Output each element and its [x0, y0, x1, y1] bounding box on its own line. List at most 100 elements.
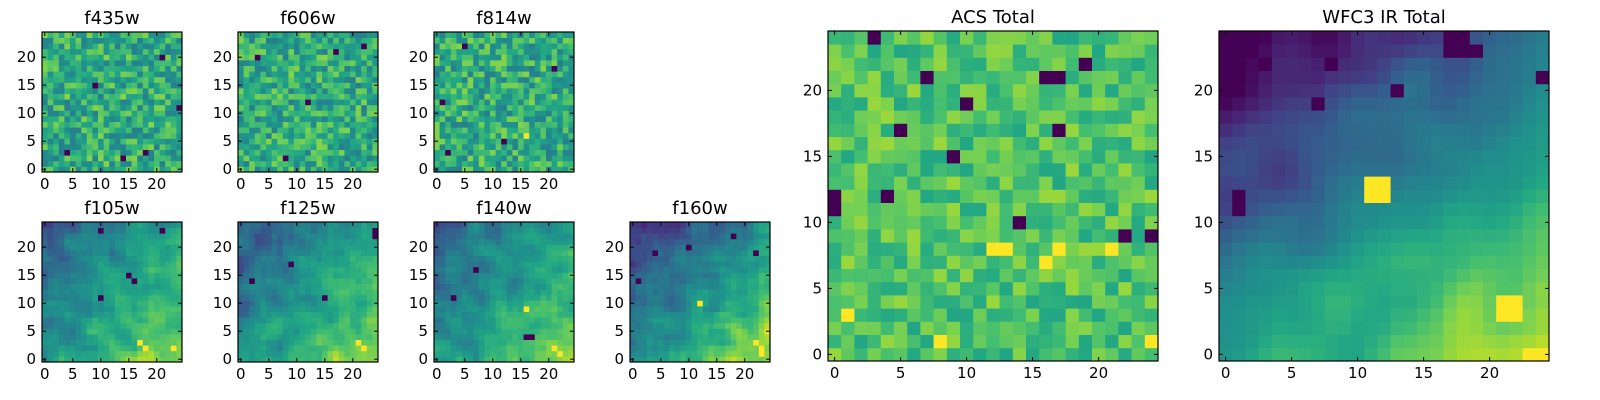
heatmap-cell	[305, 138, 312, 145]
heatmap-cell	[546, 37, 552, 44]
heatmap-cell	[568, 350, 575, 357]
heatmap-cell	[86, 104, 93, 111]
heatmap-cell	[691, 328, 698, 335]
heatmap-cell	[310, 334, 317, 340]
heatmap-cell	[894, 215, 908, 230]
heatmap-cell	[372, 71, 379, 78]
heatmap-cell	[170, 99, 177, 106]
heatmap-cell	[176, 227, 183, 234]
heatmap-cell	[462, 238, 468, 245]
heatmap-cell	[316, 334, 323, 340]
heatmap-cell	[70, 300, 76, 307]
heatmap-cell	[81, 110, 88, 117]
heatmap-cell	[946, 334, 961, 349]
heatmap-cell	[630, 311, 636, 318]
heatmap-cell	[142, 76, 149, 83]
heatmap-cell	[540, 93, 547, 100]
heatmap-cell	[445, 60, 452, 66]
heatmap-cell	[747, 300, 754, 307]
heatmap-cell	[137, 54, 144, 61]
heatmap-cell	[58, 289, 65, 296]
heatmap-cell	[316, 149, 323, 156]
heatmap-cell	[142, 272, 149, 279]
heatmap-cell	[131, 238, 138, 245]
heatmap-cell	[490, 116, 496, 122]
heatmap-cell	[333, 155, 340, 162]
heatmap-cell	[1144, 295, 1159, 309]
heatmap-cell	[506, 238, 513, 245]
heatmap-cell	[159, 294, 166, 301]
heatmap-cell	[551, 149, 558, 156]
heatmap-cell	[176, 65, 183, 72]
heatmap-cell	[338, 99, 345, 106]
heatmap-cell	[366, 222, 373, 228]
heatmap-cell	[473, 222, 480, 228]
heatmap-cell	[114, 144, 121, 150]
heatmap-cell	[327, 54, 334, 61]
heatmap-cell	[518, 238, 524, 245]
heatmap-cell	[467, 328, 474, 335]
heatmap-cell	[456, 60, 463, 66]
heatmap-cell	[490, 300, 496, 307]
heatmap-cell	[316, 104, 323, 111]
heatmap-cell	[484, 144, 491, 150]
heatmap-cell	[254, 93, 261, 100]
heatmap-cell	[512, 255, 519, 262]
heatmap-cell	[131, 116, 138, 122]
heatmap-cell	[907, 215, 921, 230]
heatmap-cell	[344, 222, 351, 228]
heatmap-cell	[562, 166, 569, 173]
heatmap-cell	[86, 255, 93, 262]
heatmap-cell	[719, 222, 726, 228]
heatmap-cell	[131, 266, 138, 273]
heatmap-cell	[658, 306, 664, 312]
heatmap-cell	[249, 317, 256, 324]
heatmap-cell	[518, 250, 524, 256]
heatmap-cell	[249, 60, 256, 66]
heatmap-cell	[64, 244, 71, 251]
heatmap-cell	[641, 278, 648, 284]
heatmap-cell	[103, 238, 110, 245]
heatmap-cell	[282, 116, 289, 122]
heatmap-cell	[86, 132, 93, 139]
heatmap-cell	[523, 345, 530, 352]
heatmap-cell	[669, 345, 676, 352]
heatmap-cell	[697, 278, 704, 284]
heatmap-cell	[630, 278, 636, 284]
heatmap-cell	[652, 278, 659, 284]
heatmap-cell	[719, 322, 726, 329]
heatmap-cell	[64, 60, 71, 66]
heatmap-cell	[854, 202, 868, 217]
heatmap-cell	[131, 272, 138, 279]
heatmap-cell	[47, 166, 54, 173]
heatmap-cell	[946, 321, 961, 335]
heatmap-cell	[86, 127, 93, 134]
heatmap-cell	[355, 160, 362, 167]
heatmap-cell	[366, 272, 373, 279]
heatmap-cell	[165, 93, 172, 100]
heatmap-cell	[1131, 308, 1146, 322]
heatmap-cell	[434, 76, 440, 83]
heatmap-cell	[70, 261, 76, 268]
heatmap-cell	[478, 76, 485, 83]
heatmap-cell	[131, 132, 138, 139]
heatmap-cell	[254, 121, 261, 128]
heatmap-cell	[310, 60, 317, 66]
heatmap-cell	[86, 155, 93, 162]
heatmap-cell	[103, 322, 110, 329]
heatmap-cell	[114, 127, 121, 134]
heatmap-cell	[641, 322, 648, 329]
heatmap-cell	[562, 138, 569, 145]
heatmap-cell	[327, 306, 334, 312]
heatmap-cell	[478, 289, 485, 296]
heatmap-cell	[361, 99, 368, 106]
heatmap-cell	[512, 356, 519, 363]
heatmap-cell	[641, 356, 648, 363]
heatmap-cell	[254, 283, 261, 290]
heatmap-cell	[960, 295, 974, 309]
heatmap-cell	[730, 278, 737, 284]
heatmap-cell	[98, 71, 104, 78]
heatmap-cell	[338, 144, 345, 150]
heatmap-cell	[53, 283, 60, 290]
heatmap-cell	[663, 289, 670, 296]
